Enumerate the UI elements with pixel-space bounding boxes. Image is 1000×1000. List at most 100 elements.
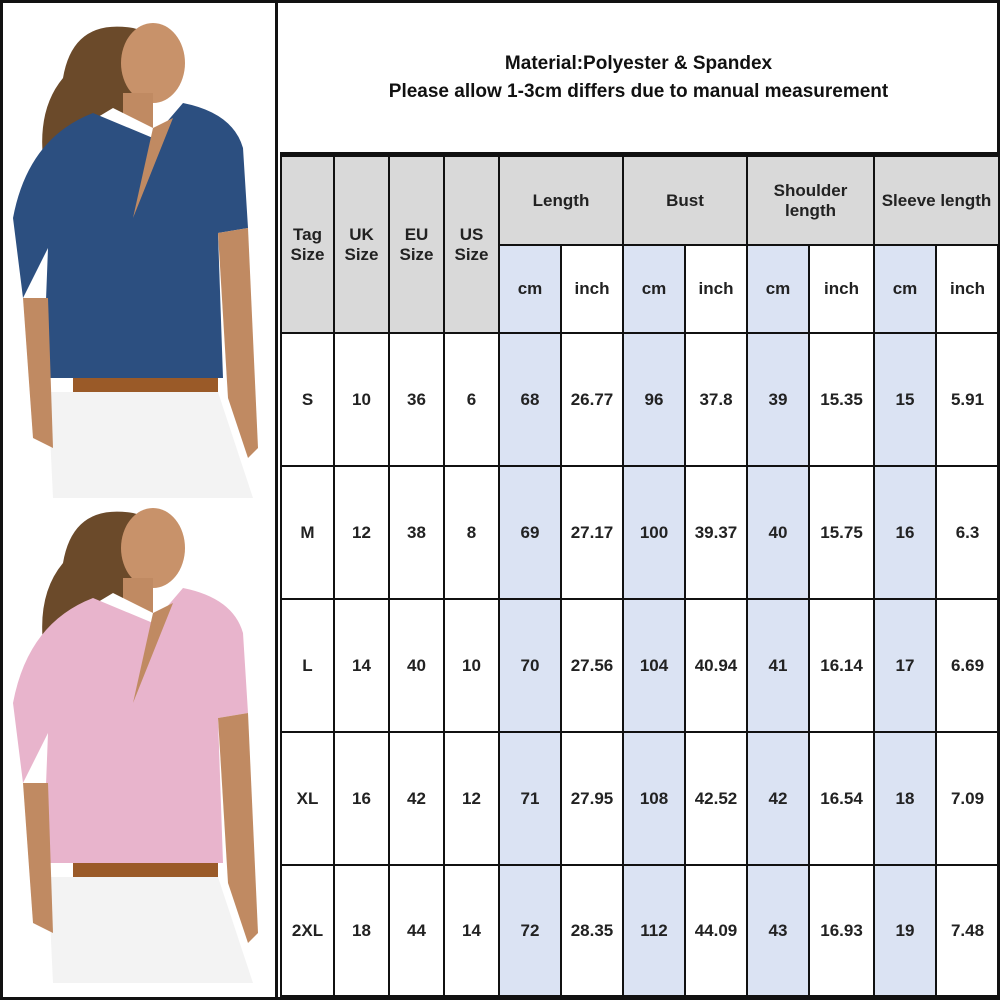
table-row: M 12 38 8 69 27.17 100 39.37 40 15.75 16 6.3 xyxy=(280,465,1000,600)
table-cell: 7.48 xyxy=(935,864,1000,997)
left-arm xyxy=(23,783,53,933)
table-cell: 68 xyxy=(498,332,562,467)
table-cell: 14 xyxy=(443,864,500,997)
header-length: Length xyxy=(498,155,624,246)
face xyxy=(121,508,185,588)
table-cell: 42.52 xyxy=(684,731,748,866)
table-cell: 19 xyxy=(873,864,938,997)
belt xyxy=(73,378,218,392)
pink-shirt-model-photo xyxy=(13,508,263,983)
table-cell: 71 xyxy=(498,731,562,866)
product-photos xyxy=(3,3,278,997)
table-cell: 2XL xyxy=(280,864,335,997)
belt xyxy=(73,863,218,877)
chart-title: Material:Polyester & Spandex Please allo… xyxy=(280,3,997,155)
table-cell: 43 xyxy=(746,864,810,997)
table-cell: 37.8 xyxy=(684,332,748,467)
table-cell: 36 xyxy=(388,332,445,467)
table-cell: 42 xyxy=(746,731,810,866)
table-cell: 15 xyxy=(873,332,938,467)
unit-cm: cm xyxy=(498,244,562,334)
table-cell: 6 xyxy=(443,332,500,467)
size-chart: Material:Polyester & Spandex Please allo… xyxy=(280,3,1000,997)
table-cell: XL xyxy=(280,731,335,866)
unit-cm: cm xyxy=(622,244,686,334)
table-cell: 72 xyxy=(498,864,562,997)
header-sleeve: Sleeve length xyxy=(873,155,1000,246)
table-row: S 10 36 6 68 26.77 96 37.8 39 15.35 15 5.91 xyxy=(280,332,1000,467)
header-uk-size: UK Size xyxy=(333,155,390,334)
unit-cm: cm xyxy=(746,244,810,334)
face xyxy=(121,23,185,103)
header-tag-size: Tag Size xyxy=(280,155,335,334)
header-bust: Bust xyxy=(622,155,748,246)
right-arm xyxy=(218,228,258,458)
neckline xyxy=(133,603,173,703)
header-shoulder: Shoulder length xyxy=(745,155,876,246)
table-cell: 104 xyxy=(622,598,686,733)
table-cell: 39 xyxy=(746,332,810,467)
table-cell: 18 xyxy=(873,731,938,866)
table-cell: M xyxy=(280,465,335,600)
left-arm xyxy=(23,298,53,448)
table-cell: 112 xyxy=(622,864,686,997)
table-cell: 10 xyxy=(443,598,500,733)
table-row: XL 16 42 12 71 27.95 108 42.52 42 16.54 18 7.09 xyxy=(280,731,1000,866)
table-cell: 39.37 xyxy=(684,465,748,600)
table-cell: 27.95 xyxy=(560,731,624,866)
table-cell: 17 xyxy=(873,598,938,733)
jeans xyxy=(48,877,253,983)
table-row: L 14 40 10 70 27.56 104 40.94 41 16.14 17 6.69 xyxy=(280,598,1000,733)
measurement-note: Please allow 1-3cm differs due to manual… xyxy=(388,80,889,102)
neckline xyxy=(133,118,173,218)
table-cell: 28.35 xyxy=(560,864,624,997)
table-cell: 18 xyxy=(333,864,390,997)
table-cell: 44.09 xyxy=(684,864,748,997)
table-cell: 40 xyxy=(746,465,810,600)
table-row: 2XL 18 44 14 72 28.35 112 44.09 43 16.93 19 7.48 xyxy=(280,864,1000,997)
unit-inch: inch xyxy=(807,244,876,334)
table-cell: 7.09 xyxy=(935,731,1000,866)
table-cell: 15.35 xyxy=(807,332,876,467)
navy-shirt-model-photo xyxy=(13,23,263,498)
table-cell: 26.77 xyxy=(560,332,624,467)
table-cell: 5.91 xyxy=(935,332,1000,467)
header-us-size: US Size xyxy=(443,155,500,334)
table-cell: L xyxy=(280,598,335,733)
table-cell: 108 xyxy=(622,731,686,866)
table-cell: 38 xyxy=(388,465,445,600)
table-cell: 27.56 xyxy=(560,598,624,733)
table-cell: 70 xyxy=(498,598,562,733)
table-cell: 12 xyxy=(443,731,500,866)
header-eu-size: EU Size xyxy=(388,155,445,334)
table-cell: 44 xyxy=(388,864,445,997)
table-cell: 42 xyxy=(388,731,445,866)
table-cell: 8 xyxy=(443,465,500,600)
table-cell: 16 xyxy=(873,465,938,600)
table-cell: 27.17 xyxy=(560,465,624,600)
jeans xyxy=(48,392,253,498)
table-cell: 69 xyxy=(498,465,562,600)
table-cell: 41 xyxy=(746,598,810,733)
table-cell: 6.69 xyxy=(935,598,1000,733)
table-cell: 6.3 xyxy=(935,465,1000,600)
size-table: Tag Size UK Size EU Size US Size Length … xyxy=(280,155,1000,997)
unit-cm: cm xyxy=(873,244,938,334)
table-cell: 15.75 xyxy=(807,465,876,600)
table-cell: 16.93 xyxy=(807,864,876,997)
table-cell: 16.54 xyxy=(807,731,876,866)
material-text: Material:Polyester & Spandex xyxy=(504,52,773,74)
right-arm xyxy=(218,713,258,943)
table-cell: 16 xyxy=(333,731,390,866)
table-cell: 16.14 xyxy=(807,598,876,733)
table-cell: S xyxy=(280,332,335,467)
shirt xyxy=(13,103,248,378)
table-cell: 14 xyxy=(333,598,390,733)
table-cell: 10 xyxy=(333,332,390,467)
table-cell: 12 xyxy=(333,465,390,600)
table-cell: 96 xyxy=(622,332,686,467)
table-cell: 100 xyxy=(622,465,686,600)
unit-inch: inch xyxy=(560,244,624,334)
unit-inch: inch xyxy=(684,244,748,334)
table-cell: 40.94 xyxy=(684,598,748,733)
